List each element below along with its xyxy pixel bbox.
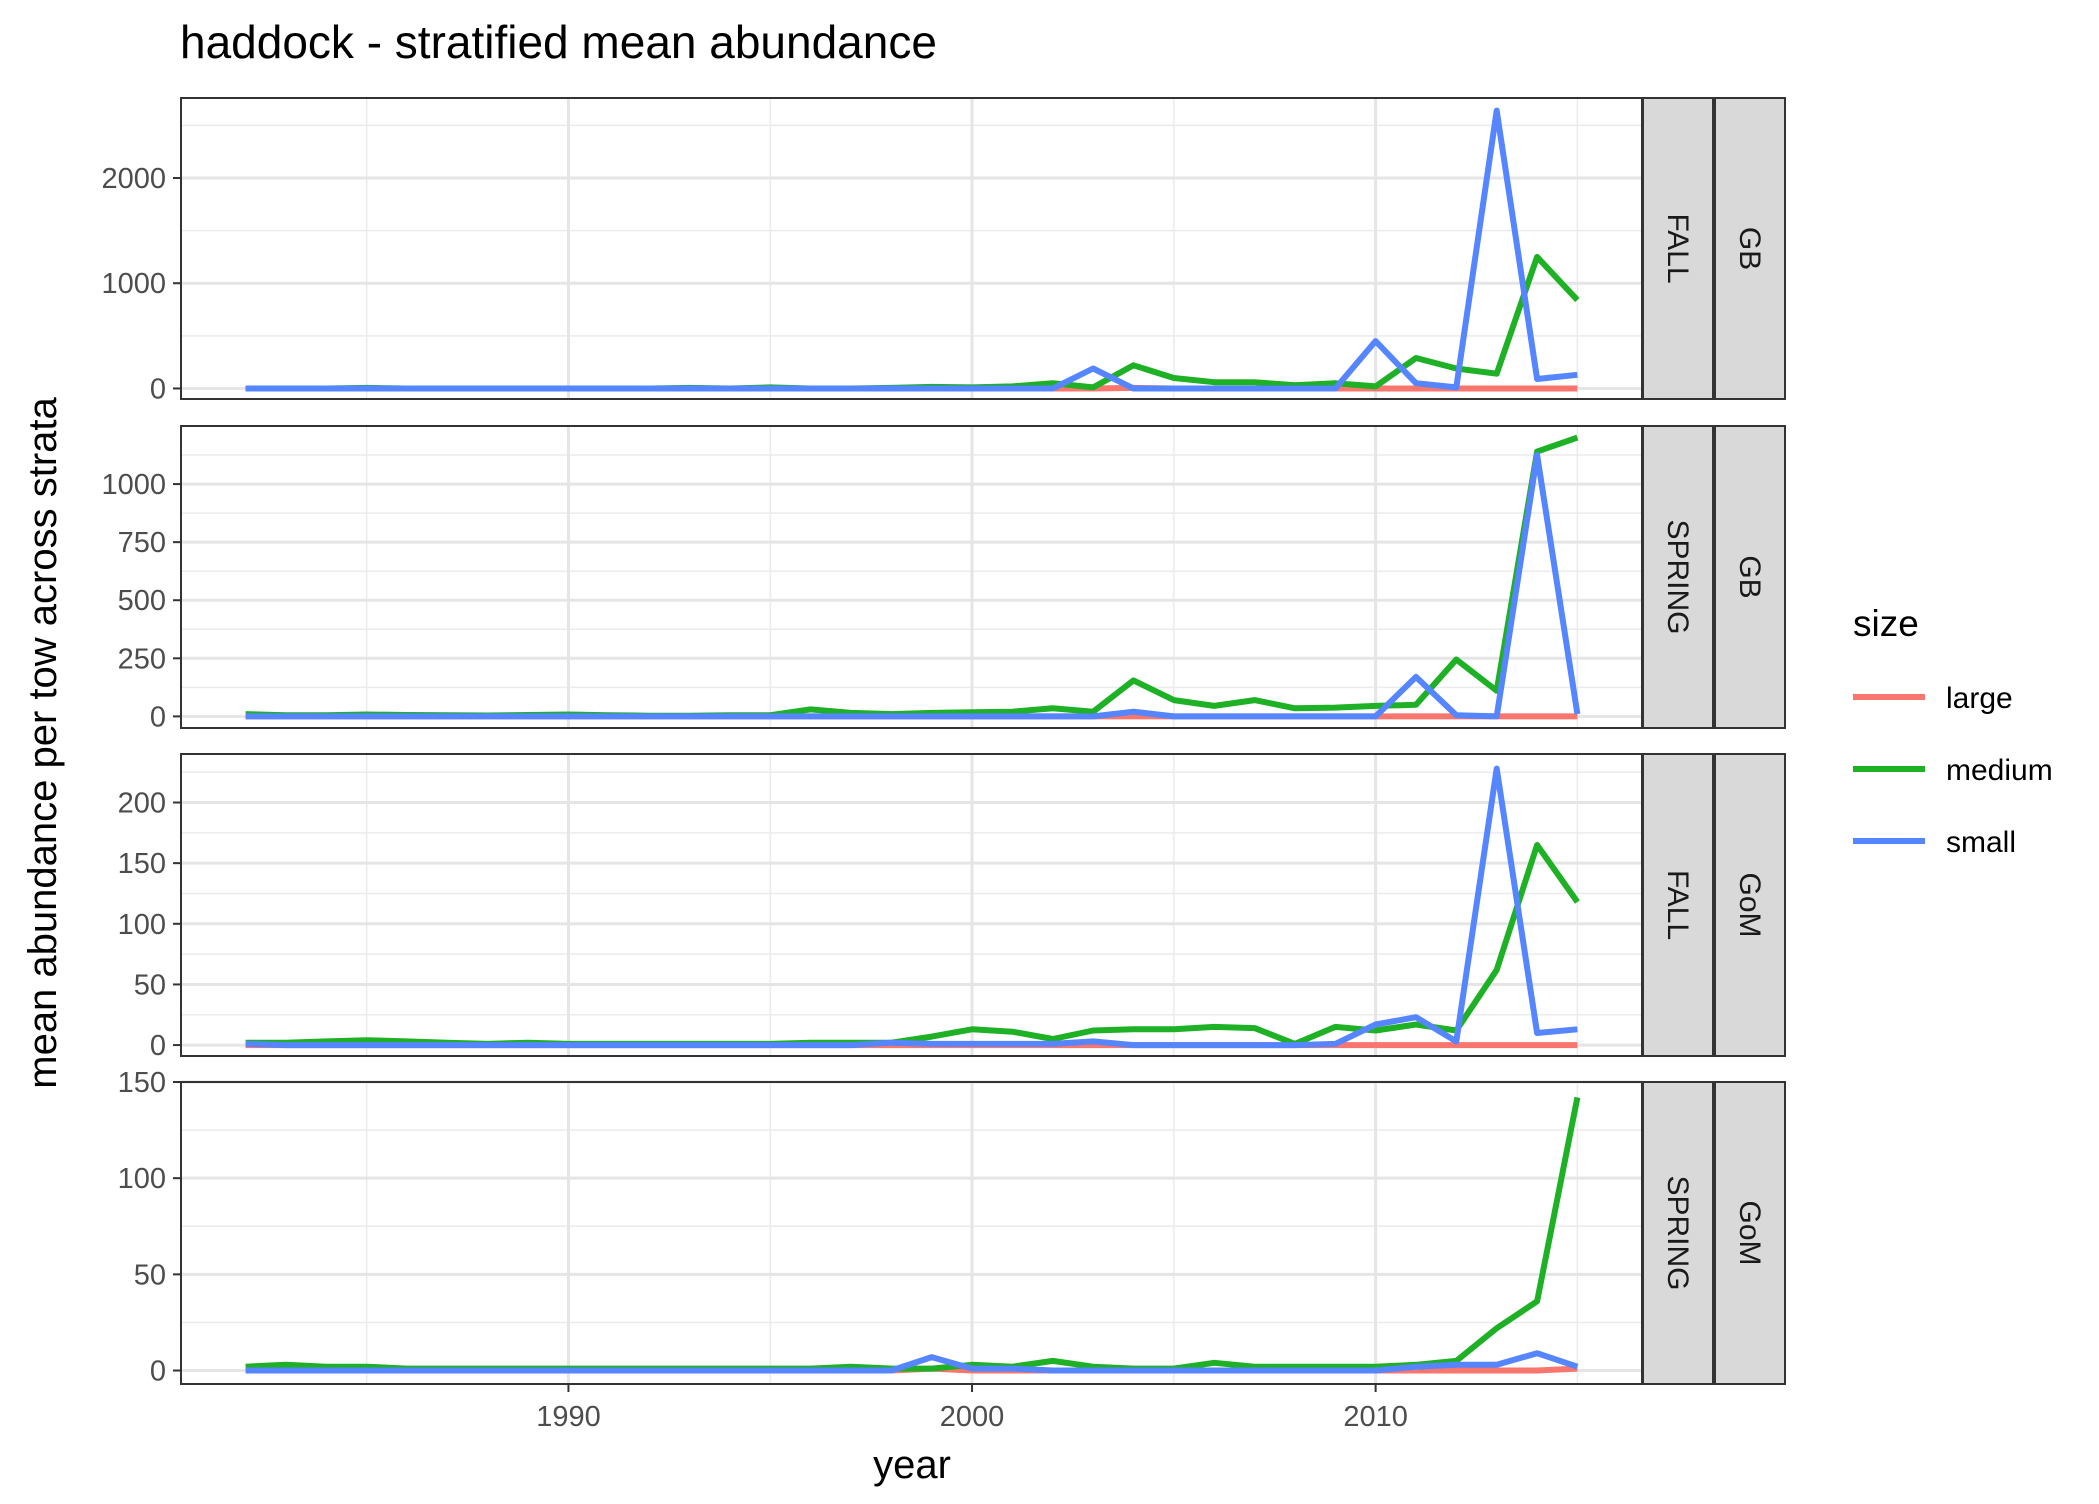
y-tick-label: 1000	[101, 469, 166, 501]
x-axis-title: year	[873, 1443, 951, 1487]
panel-spring-gb: 0 250 500 750 1000 SPRING GB	[101, 425, 1786, 733]
legend-title: size	[1853, 603, 1919, 644]
x-tick-label: 1990	[536, 1401, 601, 1433]
legend-label-large: large	[1946, 682, 2013, 715]
strip-region-label: GB	[1733, 555, 1766, 598]
strip-region	[1714, 97, 1786, 400]
strip-region	[1714, 1081, 1786, 1385]
strip-season	[1642, 753, 1714, 1057]
y-tick-label: 0	[150, 1030, 166, 1062]
y-tick-label: 0	[150, 1356, 166, 1388]
strip-season-label: FALL	[1661, 213, 1694, 283]
strip-season	[1642, 97, 1714, 400]
y-tick-label: 100	[118, 909, 166, 941]
strip-season-label: SPRING	[1661, 519, 1694, 634]
strip-region-label: GoM	[1733, 1200, 1766, 1265]
series-line-small	[245, 107, 1578, 392]
y-tick-label: 1000	[101, 268, 166, 300]
strip-region	[1714, 425, 1786, 729]
panel-background	[181, 98, 1642, 399]
y-tick-label: 100	[118, 1163, 166, 1195]
y-tick-label: 750	[118, 527, 166, 559]
y-tick-label: 150	[118, 1067, 166, 1099]
strip-region	[1714, 753, 1786, 1057]
y-tick-label: 500	[118, 585, 166, 617]
x-tick-label: 2010	[1343, 1401, 1408, 1433]
strip-season	[1642, 1081, 1714, 1385]
strip-season-label: SPRING	[1661, 1175, 1694, 1290]
strip-season	[1642, 425, 1714, 729]
y-tick-label: 200	[118, 788, 166, 820]
y-tick-label: 250	[118, 643, 166, 675]
legend-label-small: small	[1946, 826, 2016, 859]
panel-background	[181, 426, 1642, 728]
legend-label-medium: medium	[1946, 754, 2053, 787]
series-line-small	[245, 1350, 1579, 1374]
y-tick-label: 2000	[101, 163, 166, 195]
y-tick-label: 50	[134, 969, 166, 1001]
panel-fall-gom: 0 50 100 150 200 FALL GoM	[118, 753, 1786, 1062]
panel-fall-gb: 0 1000 2000 FALL GB	[101, 97, 1786, 405]
series-line-small	[245, 765, 1578, 1049]
strip-region-label: GB	[1733, 227, 1766, 270]
y-tick-label: 0	[150, 701, 166, 733]
panel-spring-gom: 0 50 100 150 SPRING GoM	[118, 1067, 1786, 1388]
y-axis-title: mean abundance per tow across strata	[21, 397, 65, 1089]
panel-background	[181, 1082, 1642, 1384]
strip-region-label: GoM	[1733, 872, 1766, 937]
strip-season-label: FALL	[1661, 870, 1694, 940]
panel-background	[181, 754, 1642, 1056]
y-tick-label: 50	[134, 1259, 166, 1291]
legend: size large medium small	[1853, 603, 2053, 859]
x-tick-label: 2000	[940, 1401, 1005, 1433]
x-axis: 1990 2000 2010	[536, 1384, 1408, 1433]
y-tick-label: 0	[150, 373, 166, 405]
y-tick-label: 150	[118, 848, 166, 880]
chart-title: haddock - stratified mean abundance	[180, 16, 937, 68]
series-line-small	[245, 452, 1581, 720]
